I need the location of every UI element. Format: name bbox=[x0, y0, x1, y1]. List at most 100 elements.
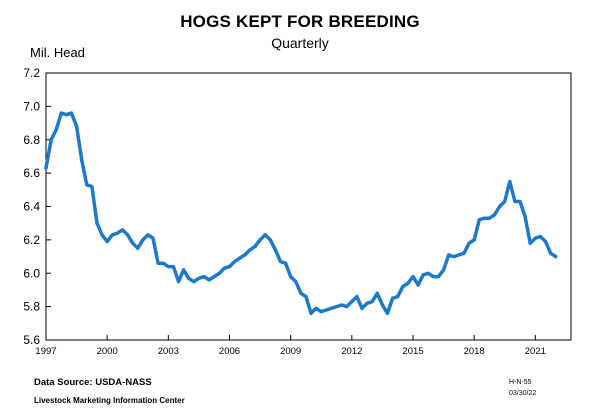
data-point bbox=[477, 218, 481, 222]
data-point bbox=[232, 259, 237, 264]
data-point bbox=[80, 158, 84, 162]
data-point bbox=[207, 278, 211, 282]
data-point bbox=[171, 264, 176, 269]
data-point bbox=[141, 238, 145, 242]
data-point bbox=[528, 241, 532, 245]
data-point bbox=[161, 261, 165, 265]
data-point bbox=[278, 259, 283, 264]
data-point bbox=[182, 268, 186, 272]
data-point bbox=[538, 234, 543, 239]
data-point bbox=[329, 306, 334, 310]
data-point bbox=[314, 306, 318, 310]
data-point bbox=[283, 261, 288, 265]
data-point bbox=[115, 231, 119, 235]
data-point bbox=[253, 244, 257, 249]
data-point bbox=[396, 295, 400, 299]
data-point bbox=[334, 305, 339, 309]
data-point bbox=[391, 296, 395, 300]
data-point bbox=[273, 248, 277, 252]
data-point bbox=[554, 254, 558, 259]
data-source: Data Source: USDA-NASS bbox=[34, 377, 152, 388]
data-point bbox=[49, 138, 53, 142]
y-tick-label: 6.2 bbox=[23, 233, 40, 247]
data-point bbox=[385, 311, 390, 315]
data-point bbox=[401, 285, 405, 289]
data-point bbox=[294, 279, 298, 284]
data-point bbox=[355, 295, 359, 299]
data-point bbox=[90, 184, 94, 189]
data-point bbox=[212, 274, 216, 279]
series-group bbox=[44, 111, 558, 316]
data-point bbox=[227, 264, 232, 269]
data-point bbox=[380, 303, 385, 307]
data-point bbox=[436, 274, 441, 279]
data-point bbox=[447, 253, 451, 257]
x-tick-label: 2006 bbox=[219, 346, 240, 357]
data-point bbox=[202, 274, 206, 279]
chart-subtitle: Quarterly bbox=[271, 35, 329, 51]
data-point bbox=[406, 281, 410, 285]
data-point bbox=[110, 233, 114, 237]
data-point bbox=[166, 264, 170, 269]
series-line-0 bbox=[44, 111, 558, 316]
data-point bbox=[120, 228, 125, 232]
data-point bbox=[299, 291, 303, 295]
data-point bbox=[258, 238, 262, 242]
data-point bbox=[467, 241, 471, 245]
data-point bbox=[222, 266, 226, 270]
data-point bbox=[360, 306, 364, 310]
x-tick-label: 2018 bbox=[464, 346, 485, 357]
data-point bbox=[508, 179, 512, 184]
data-point bbox=[54, 128, 58, 132]
data-point bbox=[238, 256, 242, 260]
chart-date: 03/30/22 bbox=[509, 390, 537, 397]
data-point bbox=[187, 276, 191, 280]
data-point bbox=[125, 233, 130, 237]
data-point bbox=[217, 271, 221, 275]
y-tick-label: 6.4 bbox=[23, 200, 40, 214]
info-center: Livestock Marketing Information Center bbox=[34, 396, 185, 405]
data-point bbox=[131, 241, 135, 245]
data-point bbox=[421, 273, 425, 277]
data-point bbox=[74, 124, 79, 128]
data-point bbox=[156, 261, 160, 265]
x-tick-label: 1997 bbox=[35, 346, 56, 357]
data-point bbox=[340, 303, 344, 307]
data-point bbox=[263, 233, 267, 237]
y-axis-ticks: 5.6 5.8 6.0 6.2 6.4 6.6 6.8 7.0 7.2 bbox=[23, 66, 51, 347]
data-point bbox=[105, 239, 109, 244]
data-point bbox=[487, 216, 492, 220]
data-point bbox=[289, 274, 293, 279]
y-tick-label: 5.8 bbox=[23, 300, 40, 314]
data-point bbox=[324, 308, 328, 312]
y-tick-label: 7.2 bbox=[23, 66, 40, 80]
data-point bbox=[304, 295, 308, 299]
chart-title: HOGS KEPT FOR BREEDING bbox=[180, 12, 420, 31]
data-point bbox=[472, 238, 476, 242]
data-point bbox=[452, 254, 456, 259]
data-point bbox=[59, 111, 63, 115]
data-point bbox=[375, 291, 379, 295]
chart-code: H-N-55 bbox=[509, 379, 532, 386]
data-point bbox=[492, 213, 497, 217]
data-point bbox=[370, 300, 374, 304]
data-point bbox=[498, 204, 502, 209]
data-point bbox=[426, 271, 430, 275]
y-tick-label: 7.0 bbox=[23, 99, 40, 113]
data-point bbox=[457, 253, 461, 257]
data-point bbox=[176, 279, 181, 284]
data-point bbox=[151, 236, 155, 240]
y-tick-label: 6.6 bbox=[23, 166, 40, 180]
x-tick-label: 2021 bbox=[525, 346, 546, 357]
x-tick-label: 2012 bbox=[341, 346, 362, 357]
data-point bbox=[533, 236, 537, 240]
data-point bbox=[192, 279, 196, 284]
data-point bbox=[100, 233, 104, 237]
data-point bbox=[95, 221, 99, 225]
data-point bbox=[85, 183, 89, 187]
data-point bbox=[518, 199, 522, 204]
x-tick-label: 2009 bbox=[280, 346, 301, 357]
data-point bbox=[462, 251, 466, 255]
data-point bbox=[441, 268, 446, 272]
data-point bbox=[146, 233, 150, 237]
